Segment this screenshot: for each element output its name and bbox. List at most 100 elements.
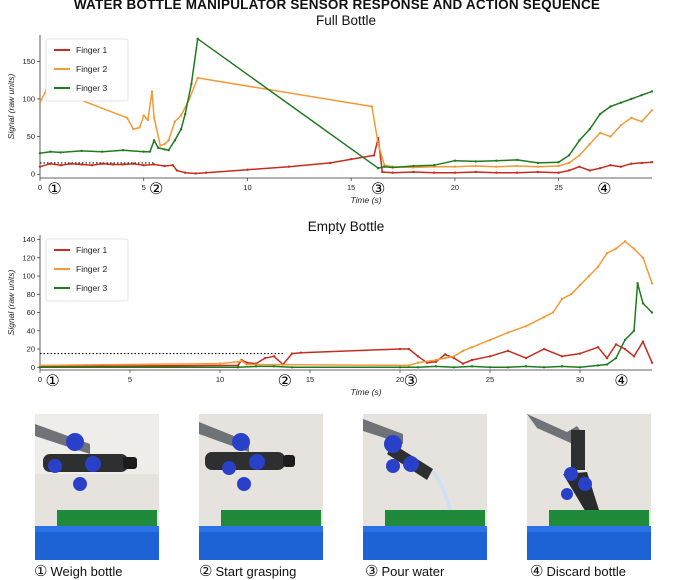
- data-point: [650, 109, 654, 112]
- data-point: [236, 366, 240, 369]
- data-point: [194, 172, 197, 175]
- data-point: [190, 82, 193, 86]
- data-point: [287, 165, 291, 168]
- data-point: [434, 365, 438, 368]
- panel-title-empty: Empty Bottle: [307, 219, 385, 234]
- data-point: [567, 169, 571, 172]
- data-point: [157, 146, 160, 150]
- data-point: [470, 345, 474, 349]
- legend-label: Finger 1: [76, 245, 107, 255]
- data-point: [623, 338, 627, 342]
- data-point: [381, 170, 384, 174]
- step-marker: ③: [371, 181, 385, 198]
- data-point: [453, 171, 457, 174]
- data-point: [125, 116, 129, 119]
- data-point: [560, 365, 564, 368]
- data-point: [132, 162, 135, 165]
- data-point: [623, 240, 627, 243]
- data-point: [184, 112, 187, 116]
- data-point: [416, 355, 420, 358]
- series-line-finger-3: [40, 282, 653, 369]
- data-point: [452, 366, 456, 369]
- step-marker: ①: [45, 373, 59, 390]
- data-point: [474, 164, 477, 168]
- data-point: [49, 162, 52, 165]
- grasp-photo: [199, 414, 323, 560]
- step-marker: ③: [404, 373, 418, 390]
- data-point: [101, 150, 104, 153]
- data-point: [598, 112, 602, 116]
- legend-label: Finger 3: [76, 83, 107, 93]
- data-point: [557, 160, 560, 164]
- data-point: [596, 345, 600, 349]
- panel-title-full: Full Bottle: [315, 13, 377, 28]
- data-point: [632, 329, 636, 332]
- data-point: [452, 355, 456, 358]
- data-point: [495, 165, 498, 168]
- data-point: [138, 126, 141, 129]
- step-caption-pour: ③ Pour water: [365, 563, 445, 580]
- figure-title: WATER BOTTLE MANIPULATOR SENSOR RESPONSE…: [73, 0, 601, 12]
- data-point: [542, 366, 546, 369]
- data-point: [101, 162, 104, 165]
- data-point: [383, 165, 386, 168]
- data-point: [578, 366, 582, 369]
- data-point: [567, 154, 571, 157]
- y-tick-label: 100: [22, 94, 35, 103]
- data-point: [132, 127, 135, 131]
- data-point: [630, 162, 633, 165]
- data-point: [536, 170, 540, 174]
- x-tick-label: 5: [128, 375, 132, 384]
- data-point: [184, 171, 187, 174]
- data-point: [179, 127, 183, 131]
- data-point: [557, 171, 560, 174]
- data-point: [376, 167, 380, 170]
- legend-label: Finger 1: [76, 45, 107, 55]
- data-point: [398, 347, 402, 351]
- data-point: [196, 76, 199, 80]
- data-point: [623, 347, 627, 351]
- data-point: [80, 163, 83, 166]
- data-point: [196, 37, 199, 40]
- data-point: [630, 97, 633, 101]
- data-point: [179, 114, 183, 117]
- data-point: [474, 160, 477, 163]
- data-point: [349, 157, 353, 161]
- data-point: [640, 120, 643, 123]
- legend-box: [45, 238, 129, 302]
- data-point: [90, 164, 94, 167]
- x-tick-label: 10: [216, 375, 224, 384]
- data-point: [329, 161, 332, 165]
- data-point: [416, 361, 420, 364]
- data-point: [38, 101, 42, 104]
- step-caption-grasp: ② Start grasping: [199, 563, 297, 580]
- data-point: [488, 338, 492, 342]
- data-point: [567, 161, 571, 165]
- data-point: [246, 168, 249, 171]
- y-tick-label: 150: [22, 57, 35, 66]
- data-point: [175, 169, 179, 172]
- data-point: [588, 127, 591, 131]
- weigh-photo: [35, 414, 159, 560]
- data-point: [163, 148, 166, 151]
- data-point: [218, 362, 222, 365]
- data-point: [416, 366, 420, 369]
- full-bottle-chart: 0 5 10 15 20 25 0 50 100 150 Time (s) Signal (raw u…: [6, 35, 654, 205]
- data-point: [173, 139, 177, 142]
- y-tick-label: 20: [27, 345, 35, 354]
- data-point: [240, 359, 243, 363]
- data-point: [578, 352, 582, 355]
- series-line-finger-1: [39, 340, 653, 368]
- data-point: [152, 116, 156, 119]
- data-point: [391, 171, 394, 174]
- legend-label: Finger 2: [76, 64, 107, 74]
- data-point: [524, 356, 528, 360]
- data-point: [488, 355, 492, 358]
- data-point: [596, 364, 600, 367]
- data-point: [142, 164, 145, 167]
- y-tick-label: 40: [27, 326, 35, 335]
- data-point: [557, 164, 560, 168]
- data-point: [650, 90, 654, 93]
- y-tick-label: 100: [22, 272, 35, 281]
- discard-photo: [527, 414, 651, 560]
